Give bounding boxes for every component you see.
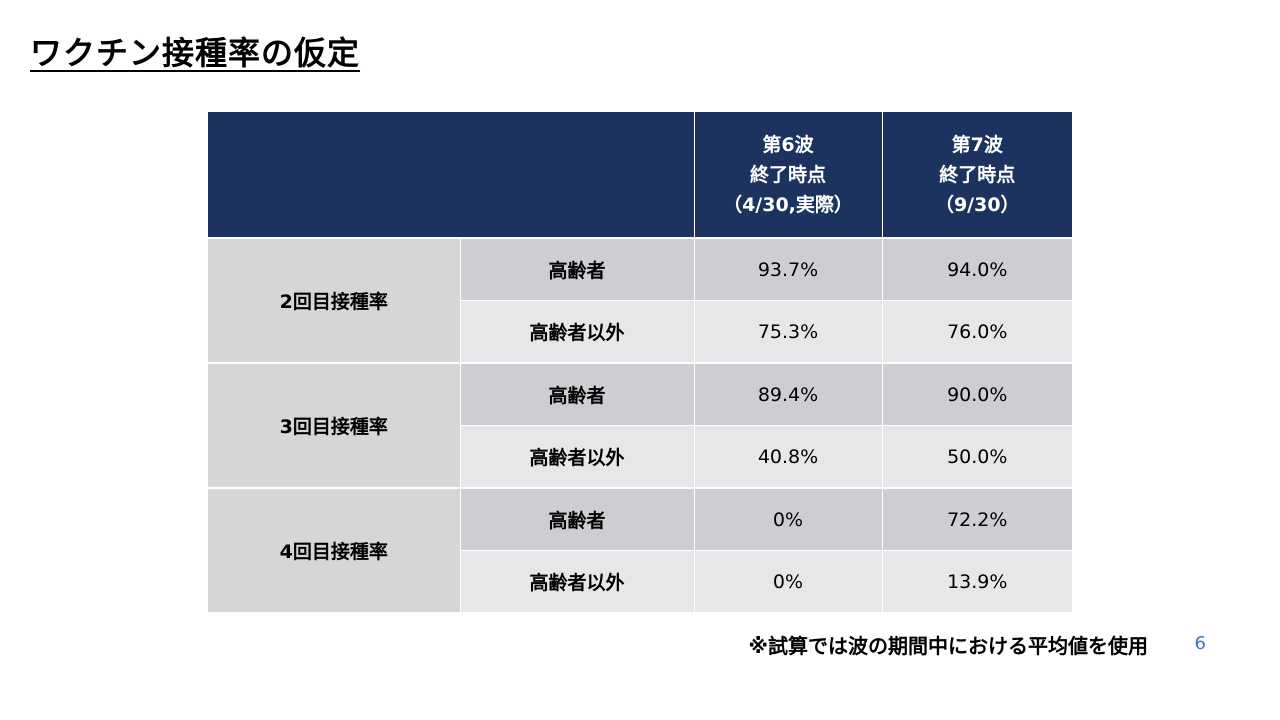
row-label: 高齢者以外 <box>460 550 695 613</box>
column-header-line: （4/30,実際） <box>723 193 853 216</box>
group-label: 3回目接種率 <box>208 362 461 489</box>
column-header-wave7: 第7波 終了時点 （9/30） <box>882 112 1072 238</box>
column-header-line: 第6波 <box>762 133 814 156</box>
group-label: 2回目接種率 <box>208 237 461 364</box>
row-label: 高齢者 <box>460 487 695 551</box>
table-cell: 50.0% <box>882 425 1072 489</box>
table-row: 高齢者以外 75.3% 76.0% <box>208 300 1072 364</box>
row-label: 高齢者以外 <box>460 425 695 489</box>
table-row: 高齢者以外 0% 13.9% <box>208 550 1072 613</box>
vaccination-rate-table: 第6波 終了時点 （4/30,実際） 第7波 終了時点 （9/30） 2回目接種… <box>208 112 1072 614</box>
column-header-line: （9/30） <box>934 193 1020 216</box>
table-cell: 0% <box>694 550 883 613</box>
table-cell: 90.0% <box>882 362 1072 426</box>
table-row: 4回目接種率 高齢者 0% 72.2% <box>208 487 1072 614</box>
row-label: 高齢者以外 <box>460 300 695 364</box>
table-cell: 89.4% <box>694 362 883 426</box>
table-row: 高齢者以外 40.8% 50.0% <box>208 425 1072 489</box>
footnote: ※試算では波の期間中における平均値を使用 <box>748 634 1148 658</box>
table-cell: 13.9% <box>882 550 1072 613</box>
table-cell: 94.0% <box>882 237 1072 301</box>
group-label: 4回目接種率 <box>208 487 461 614</box>
column-header-line: 第7波 <box>951 133 1003 156</box>
header-empty-cell <box>208 112 695 238</box>
column-header-wave6: 第6波 終了時点 （4/30,実際） <box>694 112 883 238</box>
row-label: 高齢者 <box>460 237 695 301</box>
table-cell: 40.8% <box>694 425 883 489</box>
table-cell: 72.2% <box>882 487 1072 551</box>
page-number: 6 <box>1194 633 1206 654</box>
table-row: 3回目接種率 高齢者 89.4% 90.0% <box>208 362 1072 489</box>
table-header-row: 第6波 終了時点 （4/30,実際） 第7波 終了時点 （9/30） <box>208 112 1072 238</box>
row-label: 高齢者 <box>460 362 695 426</box>
table-cell: 75.3% <box>694 300 883 364</box>
table-cell: 93.7% <box>694 237 883 301</box>
table-cell: 76.0% <box>882 300 1072 364</box>
page-title: ワクチン接種率の仮定 <box>30 34 361 72</box>
table-row: 2回目接種率 高齢者 93.7% 94.0% <box>208 237 1072 364</box>
table-cell: 0% <box>694 487 883 551</box>
column-header-line: 終了時点 <box>749 163 826 186</box>
column-header-line: 終了時点 <box>939 163 1016 186</box>
